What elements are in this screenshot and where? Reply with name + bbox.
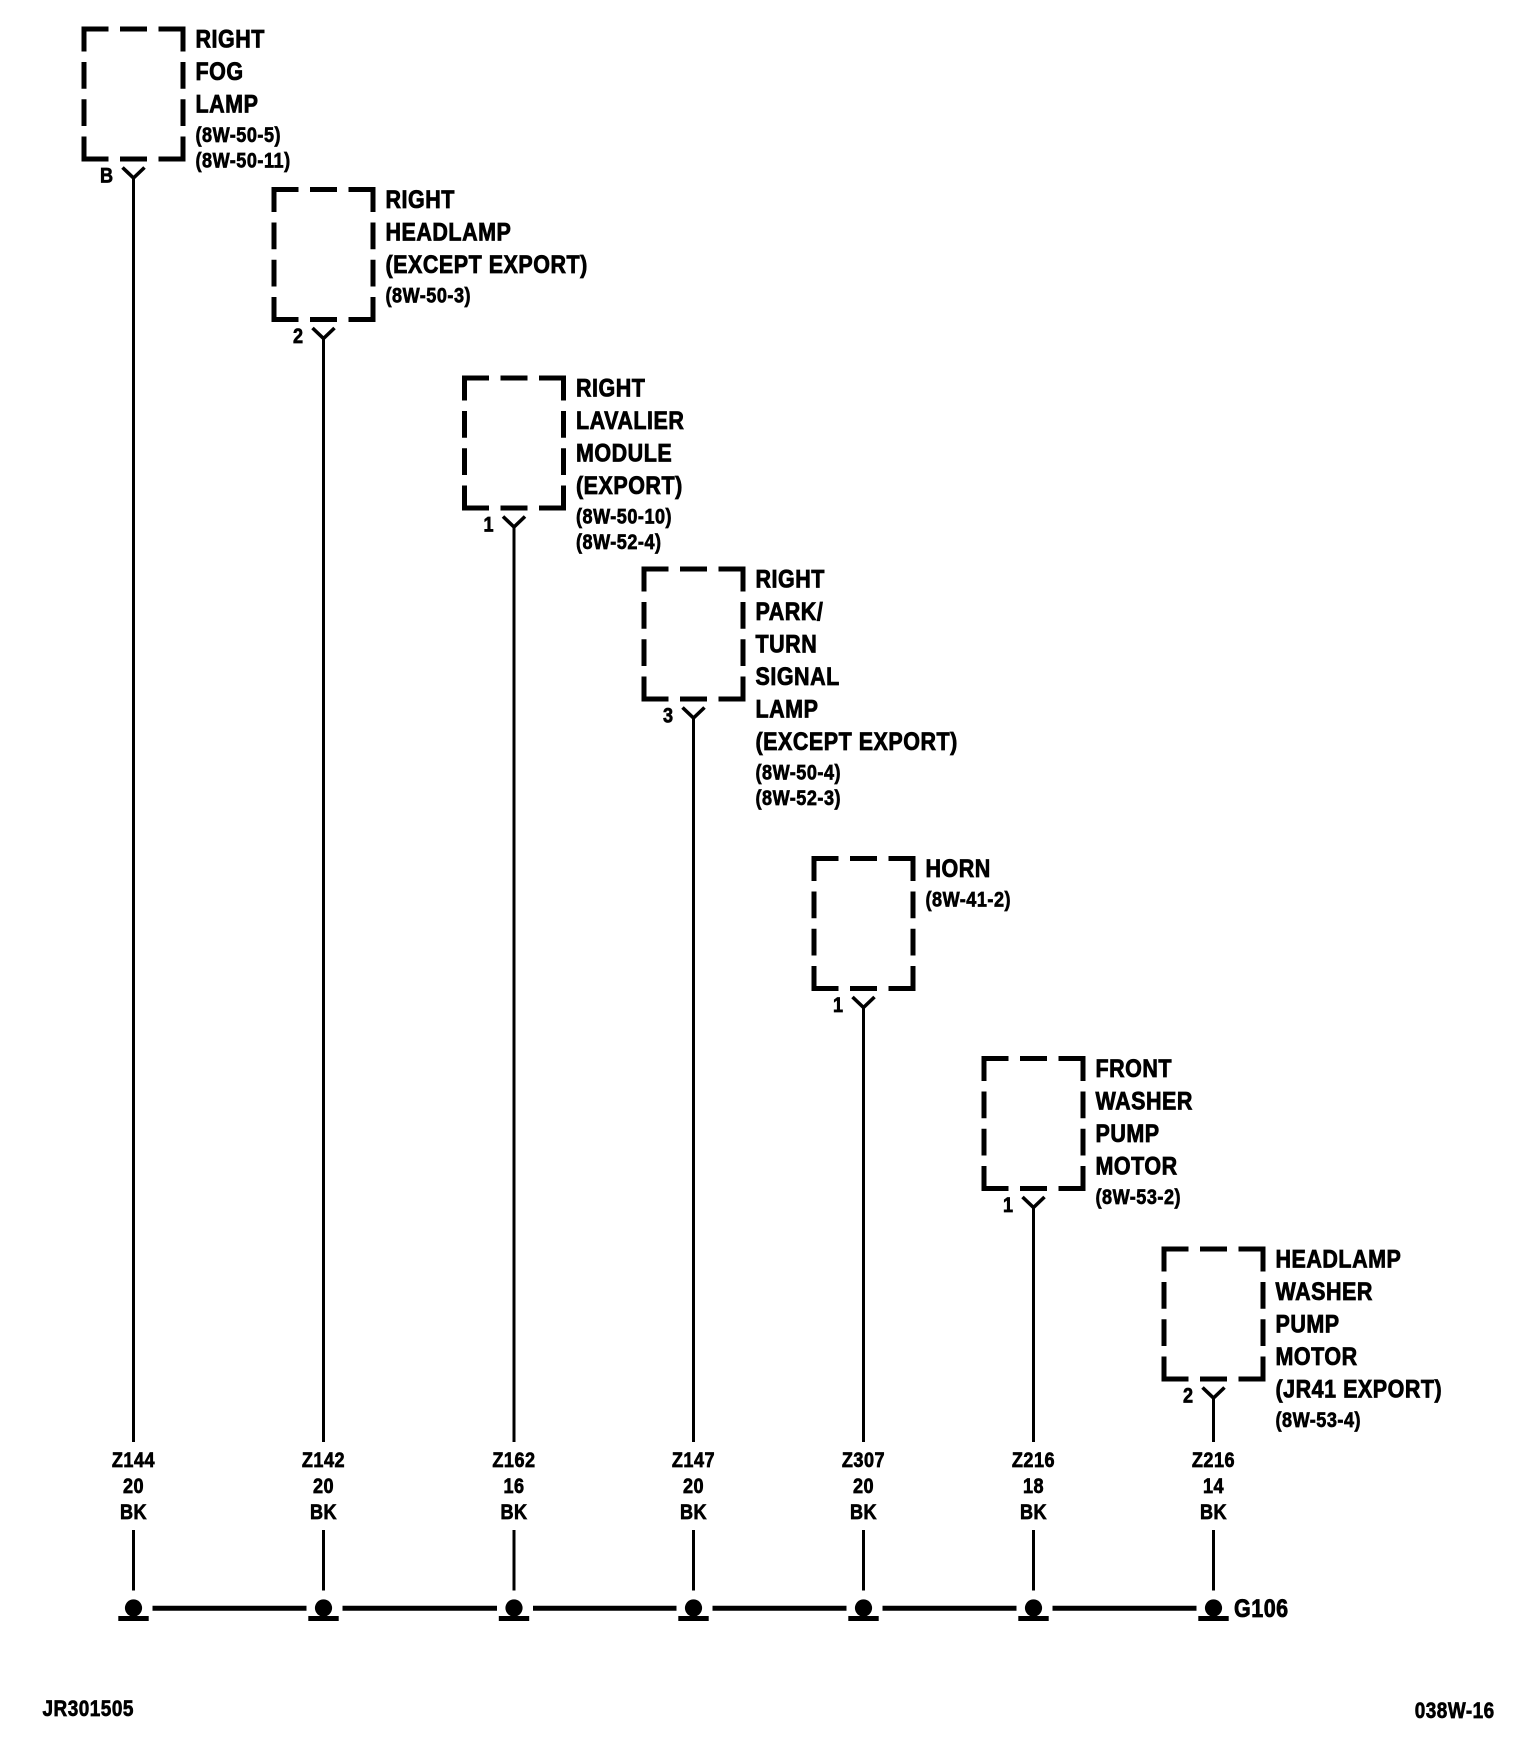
svg-text:20: 20 [853, 1475, 874, 1499]
svg-text:LAVALIER: LAVALIER [576, 406, 684, 434]
svg-text:1: 1 [483, 513, 494, 537]
svg-text:HEADLAMP: HEADLAMP [386, 218, 512, 246]
svg-text:(EXCEPT EXPORT): (EXCEPT EXPORT) [386, 250, 588, 278]
svg-text:(EXPORT): (EXPORT) [576, 471, 683, 499]
svg-text:HORN: HORN [926, 854, 991, 882]
svg-text:Z162: Z162 [492, 1449, 535, 1473]
svg-text:MOTOR: MOTOR [1276, 1342, 1358, 1370]
svg-text:20: 20 [683, 1475, 704, 1499]
svg-text:JR301505: JR301505 [43, 1697, 134, 1722]
svg-text:LAMP: LAMP [196, 90, 259, 118]
svg-text:RIGHT: RIGHT [196, 25, 265, 53]
svg-text:G106: G106 [1234, 1594, 1289, 1622]
svg-text:WASHER: WASHER [1276, 1277, 1373, 1305]
svg-text:SIGNAL: SIGNAL [756, 662, 840, 690]
svg-text:2: 2 [1183, 1384, 1194, 1408]
svg-text:BK: BK [1020, 1501, 1047, 1525]
svg-text:RIGHT: RIGHT [576, 374, 645, 402]
svg-text:MODULE: MODULE [576, 439, 672, 467]
svg-text:(8W-50-5): (8W-50-5) [196, 124, 282, 148]
svg-text:RIGHT: RIGHT [386, 185, 455, 213]
svg-text:BK: BK [680, 1501, 707, 1525]
svg-text:3: 3 [663, 704, 674, 728]
svg-text:20: 20 [123, 1475, 144, 1499]
svg-text:FOG: FOG [196, 57, 244, 85]
svg-text:FRONT: FRONT [1096, 1054, 1173, 1082]
svg-text:(8W-50-10): (8W-50-10) [576, 505, 672, 529]
svg-text:1: 1 [833, 994, 844, 1018]
svg-text:1: 1 [1003, 1194, 1014, 1218]
svg-text:B: B [100, 164, 114, 188]
svg-text:Z216: Z216 [1012, 1449, 1055, 1473]
svg-text:BK: BK [850, 1501, 877, 1525]
svg-text:BK: BK [1200, 1501, 1227, 1525]
svg-text:(8W-50-11): (8W-50-11) [196, 149, 291, 173]
svg-text:(8W-52-4): (8W-52-4) [576, 531, 662, 555]
svg-text:Z147: Z147 [672, 1449, 715, 1473]
svg-text:RIGHT: RIGHT [756, 565, 825, 593]
svg-text:16: 16 [503, 1475, 524, 1499]
svg-text:(8W-52-3): (8W-52-3) [756, 787, 842, 811]
svg-text:(JR41 EXPORT): (JR41 EXPORT) [1276, 1375, 1443, 1403]
svg-text:(EXCEPT EXPORT): (EXCEPT EXPORT) [756, 727, 958, 755]
svg-text:Z144: Z144 [112, 1449, 155, 1473]
svg-text:TURN: TURN [756, 630, 818, 658]
svg-text:PARK/: PARK/ [756, 597, 824, 625]
svg-text:BK: BK [120, 1501, 147, 1525]
svg-text:BK: BK [500, 1501, 527, 1525]
svg-text:14: 14 [1203, 1475, 1224, 1499]
svg-text:WASHER: WASHER [1096, 1087, 1193, 1115]
svg-text:(8W-53-2): (8W-53-2) [1096, 1186, 1182, 1210]
svg-text:Z307: Z307 [842, 1449, 885, 1473]
svg-text:PUMP: PUMP [1096, 1119, 1160, 1147]
svg-text:(8W-41-2): (8W-41-2) [926, 888, 1012, 912]
svg-text:HEADLAMP: HEADLAMP [1276, 1245, 1402, 1273]
svg-text:(8W-50-3): (8W-50-3) [386, 284, 472, 308]
svg-text:Z142: Z142 [302, 1449, 345, 1473]
svg-text:BK: BK [310, 1501, 337, 1525]
svg-text:2: 2 [293, 325, 304, 349]
svg-text:(8W-53-4): (8W-53-4) [1276, 1409, 1362, 1433]
svg-text:18: 18 [1023, 1475, 1044, 1499]
svg-text:(8W-50-4): (8W-50-4) [756, 761, 842, 785]
svg-text:20: 20 [313, 1475, 334, 1499]
svg-text:MOTOR: MOTOR [1096, 1152, 1178, 1180]
svg-text:PUMP: PUMP [1276, 1310, 1340, 1338]
svg-text:038W-16: 038W-16 [1415, 1699, 1495, 1724]
svg-text:LAMP: LAMP [756, 695, 819, 723]
svg-text:Z216: Z216 [1192, 1449, 1235, 1473]
